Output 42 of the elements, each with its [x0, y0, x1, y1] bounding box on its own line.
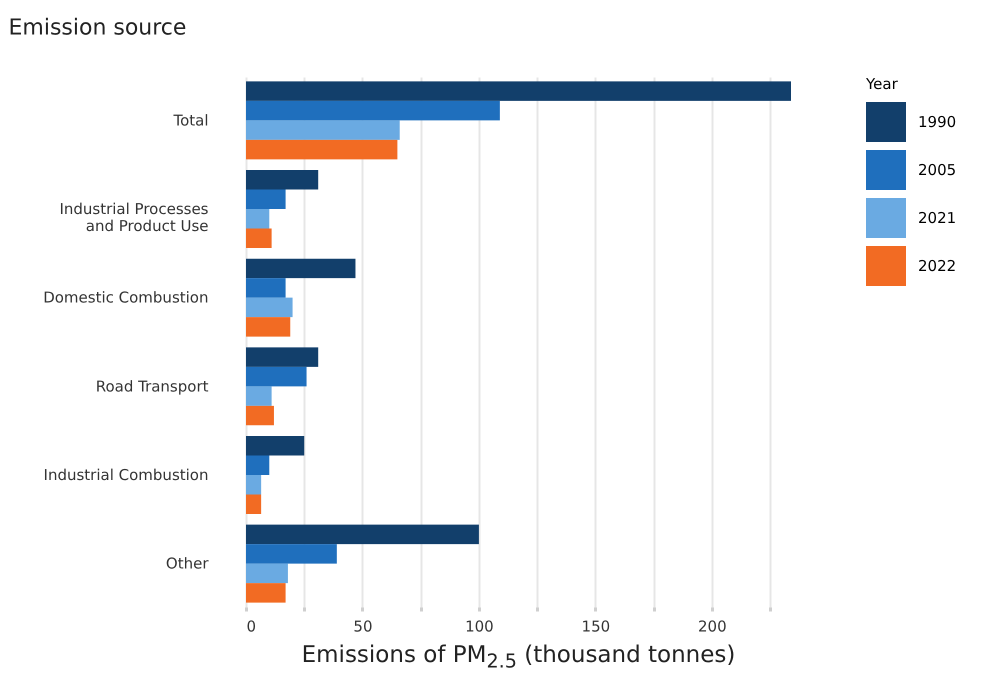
y-tick-label: Industrial Processes and Product Use	[59, 200, 209, 236]
x-tick-label: 200	[698, 618, 727, 636]
x-axis-title: Emissions of PM$_{2.5}$ (thousand tonnes)	[300, 642, 736, 673]
legend-title: Year	[865, 75, 899, 93]
x-tick-label: 0	[246, 618, 256, 636]
bar	[246, 120, 400, 140]
bar	[246, 190, 286, 210]
bar	[246, 347, 318, 367]
bar	[246, 436, 304, 456]
bar	[246, 170, 318, 190]
bar	[246, 544, 337, 564]
bar	[246, 228, 272, 248]
text: 2022	[918, 257, 956, 275]
text: 2021	[918, 209, 956, 227]
y-tick-label: Domestic Combustion	[43, 288, 208, 307]
x-tick-label: 100	[465, 618, 494, 636]
y-tick-label: Road Transport	[96, 377, 209, 396]
bar	[246, 406, 274, 426]
bar	[246, 317, 290, 337]
bar	[246, 209, 270, 229]
bar	[246, 81, 791, 101]
bar	[246, 524, 479, 544]
bar	[246, 386, 272, 406]
bar	[246, 455, 270, 475]
x-tick-label: 150	[582, 618, 610, 636]
y-axis-title: Emission source	[8, 16, 186, 40]
text: 1990	[918, 113, 956, 131]
bar	[246, 564, 288, 584]
bar	[246, 140, 398, 160]
y-tick-label: Other	[166, 554, 210, 573]
bar	[246, 366, 307, 386]
bar	[246, 583, 286, 603]
y-tick-label: Total	[172, 111, 208, 130]
bar	[246, 100, 500, 120]
bar	[246, 298, 293, 318]
text: 2005	[918, 161, 956, 179]
bar	[246, 474, 262, 494]
x-tick-label: 50	[353, 618, 372, 636]
bar	[246, 258, 356, 278]
bar	[246, 494, 262, 514]
y-tick-label: Industrial Combustion	[44, 466, 208, 484]
bar	[246, 278, 286, 298]
